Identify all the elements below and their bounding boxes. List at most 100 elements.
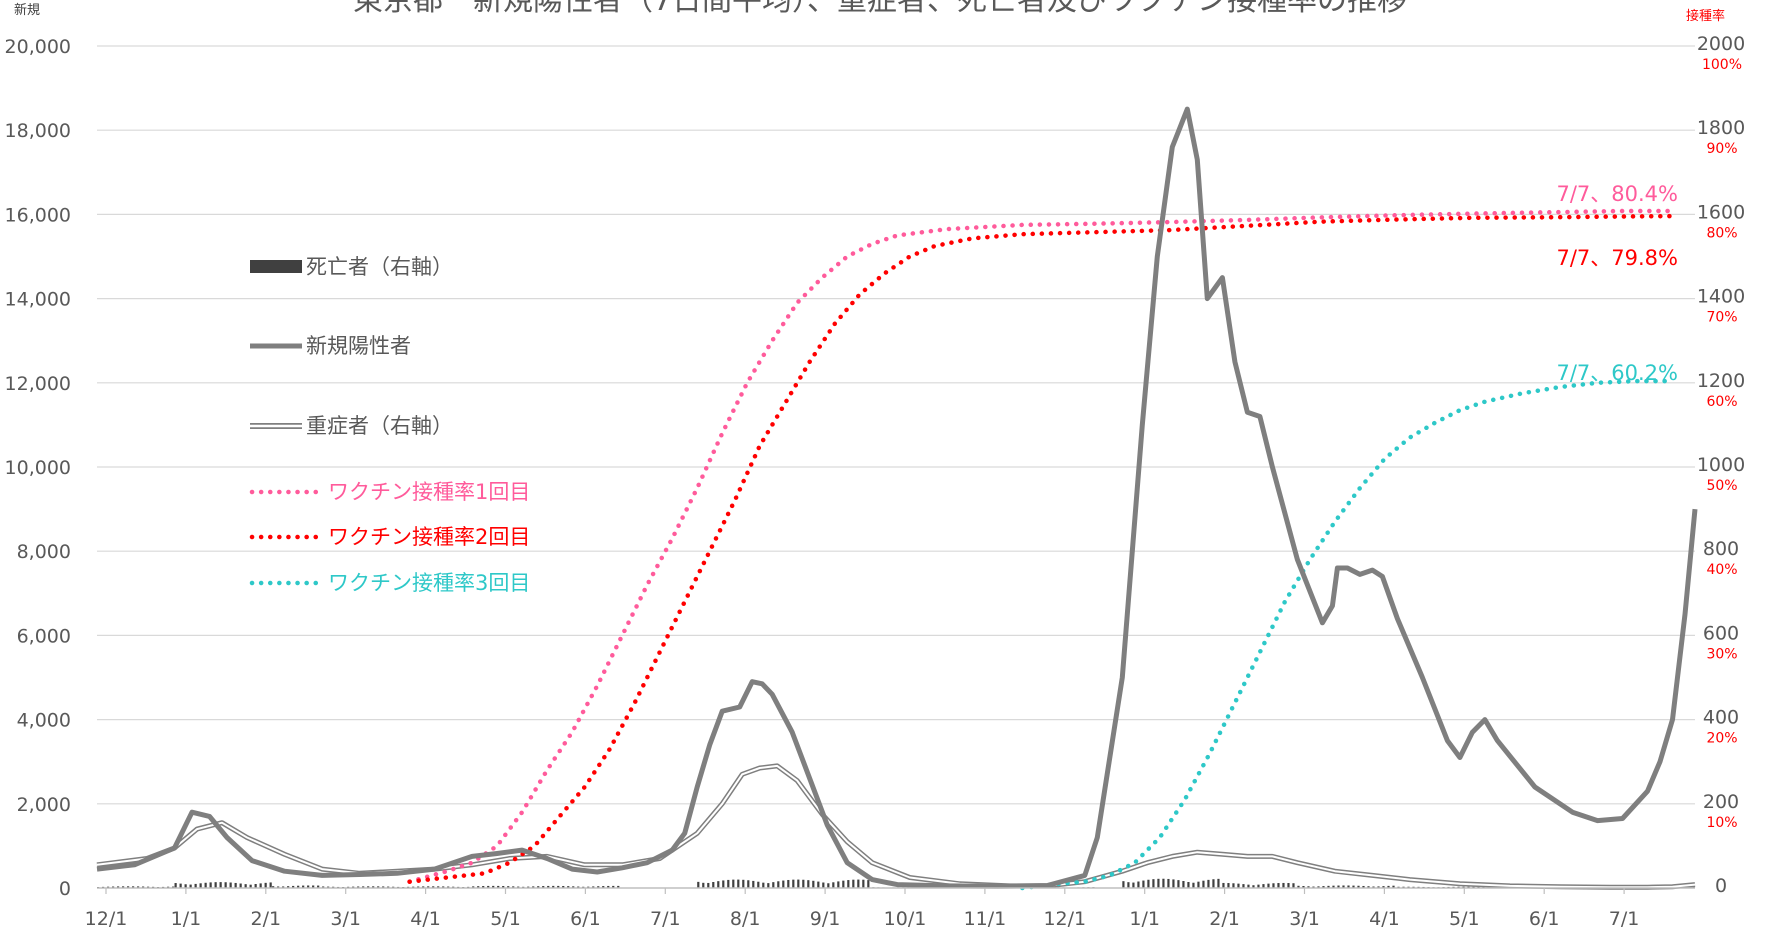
- x-tick-label: 3/1: [330, 908, 361, 930]
- death-bar: [837, 881, 840, 888]
- death-bar: [612, 885, 615, 888]
- death-bar: [382, 886, 385, 888]
- annotations: 7/7、80.4% 7/7、79.8% 7/7、60.2%: [1556, 182, 1678, 385]
- right-tick-label: 800: [1703, 538, 1739, 560]
- left-tick-label: 14,000: [5, 289, 71, 311]
- x-tick-label: 1/1: [171, 908, 202, 930]
- death-bar: [597, 886, 600, 888]
- death-bar: [1322, 886, 1325, 888]
- death-bar: [194, 883, 197, 888]
- death-bar: [1122, 881, 1125, 888]
- death-bar: [1267, 883, 1270, 888]
- death-bar: [727, 879, 730, 888]
- death-bar: [234, 882, 237, 888]
- death-bar: [1317, 886, 1320, 888]
- annotation-label: 7/7、79.8%: [1556, 246, 1678, 270]
- death-bar: [1192, 882, 1195, 888]
- death-bar: [702, 882, 705, 888]
- chart-title: 東京都 新規陽性者（7日間平均）、重症者、死亡者及びワクチン接種率の推移: [353, 0, 1407, 18]
- death-bar: [487, 885, 490, 888]
- death-bar: [592, 886, 595, 888]
- right-tick-label: 1800: [1697, 117, 1745, 139]
- death-bar: [122, 886, 125, 888]
- death-bar: [697, 881, 700, 888]
- left-tick-label: 20,000: [5, 36, 71, 58]
- death-bar: [792, 879, 795, 888]
- death-bar: [1297, 885, 1300, 888]
- left-axis-label: 新規: [14, 2, 40, 18]
- death-bar: [372, 886, 375, 888]
- right-pct-label: 50%: [1706, 478, 1737, 494]
- death-bar: [219, 882, 222, 888]
- death-bar: [477, 886, 480, 888]
- death-bar: [762, 882, 765, 888]
- death-bar: [1182, 881, 1185, 888]
- death-bar: [547, 885, 550, 888]
- death-bar: [532, 886, 535, 888]
- death-bar: [497, 885, 500, 888]
- death-bar: [1327, 885, 1330, 888]
- death-bar: [832, 882, 835, 888]
- death-bar: [367, 886, 370, 888]
- x-tick-label: 6/1: [1529, 908, 1560, 930]
- x-tick-label: 2/1: [1209, 908, 1240, 930]
- death-bar: [712, 882, 715, 888]
- death-bar: [184, 884, 187, 888]
- axes: 0 2,000 4,000 6,000 8,000 10,000 12,000 14,000 1…: [5, 33, 1746, 930]
- legend-label: 死亡者（右軸）: [306, 255, 453, 279]
- death-bar: [602, 886, 605, 888]
- right-pct-label: 90%: [1706, 141, 1737, 157]
- death-bar: [572, 886, 575, 888]
- death-bar: [857, 879, 860, 888]
- death-bar: [312, 885, 315, 888]
- death-bar: [174, 883, 177, 888]
- death-bar: [199, 883, 202, 888]
- death-bar: [1292, 883, 1295, 888]
- legend-label: 重症者（右軸）: [306, 414, 453, 438]
- death-bar: [842, 880, 845, 888]
- right-tick-label: 1600: [1697, 201, 1745, 223]
- death-bar: [1237, 883, 1240, 888]
- death-bar: [1277, 883, 1280, 888]
- death-bar: [797, 879, 800, 888]
- death-bar: [482, 886, 485, 888]
- death-bar: [867, 880, 870, 888]
- death-bar: [742, 879, 745, 888]
- death-bar: [1152, 879, 1155, 888]
- right-pct-label: 80%: [1706, 225, 1737, 241]
- death-bar: [1282, 882, 1285, 888]
- death-bar: [1392, 885, 1395, 888]
- death-bar: [209, 882, 212, 888]
- death-bar: [562, 885, 565, 888]
- death-bar: [1132, 882, 1135, 888]
- death-bar: [362, 886, 365, 888]
- vaccine-series: [407, 208, 1675, 891]
- vaccine-dose3-line: [1020, 378, 1675, 891]
- death-bar: [1157, 878, 1160, 888]
- death-bar: [1357, 885, 1360, 888]
- death-bar: [292, 885, 295, 888]
- death-bar: [1302, 886, 1305, 888]
- death-bar: [1177, 880, 1180, 888]
- death-bar: [357, 886, 360, 888]
- death-bar: [442, 886, 445, 888]
- death-bar: [472, 886, 475, 888]
- death-bar: [1242, 884, 1245, 888]
- death-bar: [502, 886, 505, 888]
- legend-label: ワクチン接種率3回目: [328, 571, 530, 595]
- death-bar: [269, 882, 272, 888]
- death-bar: [862, 879, 865, 888]
- x-tick-label: 8/1: [730, 908, 761, 930]
- death-bar: [1382, 886, 1385, 888]
- legend-swatch-deaths: [250, 260, 302, 273]
- death-bar: [827, 883, 830, 888]
- right-tick-label: 1200: [1697, 370, 1745, 392]
- death-bar: [204, 882, 207, 888]
- death-bar: [822, 882, 825, 888]
- x-tick-label: 5/1: [1449, 908, 1480, 930]
- left-tick-label: 6,000: [17, 625, 71, 647]
- death-bar: [1187, 882, 1190, 888]
- death-bar: [802, 879, 805, 888]
- death-bar: [1202, 880, 1205, 888]
- death-bar: [782, 880, 785, 888]
